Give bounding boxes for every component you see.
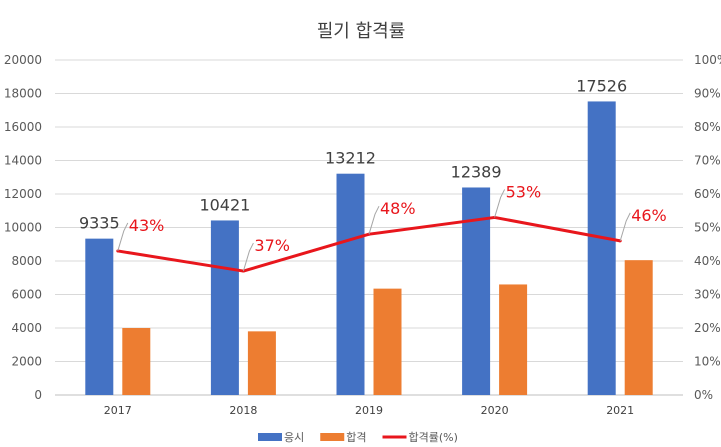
- right-tick-label: 90%: [694, 87, 721, 101]
- rate-value-label: 43%: [129, 216, 165, 235]
- leader-line: [117, 222, 129, 252]
- bar-응시: [336, 173, 365, 395]
- legend-item: 합격률(%): [382, 431, 458, 444]
- right-tick-label: 100%: [694, 53, 721, 67]
- x-tick-label: 2020: [481, 404, 509, 417]
- bar-value-label: 12389: [451, 162, 502, 181]
- left-tick-label: 8000: [11, 254, 42, 268]
- right-tick-label: 0%: [694, 388, 713, 402]
- left-tick-label: 12000: [4, 187, 42, 201]
- right-tick-label: 10%: [694, 355, 721, 369]
- right-axis: 0% 10% 20% 30% 40% 50% 60% 70% 80% 90% 100%: [694, 53, 721, 402]
- right-tick-label: 70%: [694, 154, 721, 168]
- bar-합격: [122, 328, 151, 395]
- bar-합격: [373, 288, 402, 395]
- left-tick-label: 20000: [4, 53, 42, 67]
- legend-label: 합격: [346, 431, 366, 444]
- right-tick-label: 80%: [694, 120, 721, 134]
- rate-value-label: 48%: [380, 199, 416, 218]
- left-tick-label: 6000: [11, 288, 42, 302]
- chart-title: 필기 합격률: [317, 21, 406, 42]
- x-tick-label: 2021: [606, 404, 634, 417]
- rate-value-label: 53%: [506, 182, 542, 201]
- rate-value-label: 46%: [631, 206, 667, 225]
- legend-item: 응시: [258, 431, 304, 444]
- bar-value-label: 10421: [199, 195, 250, 214]
- data-labels: 9335 10421 13212 12389 17526 43% 37% 48% 53% 46%: [79, 76, 667, 272]
- legend-label: 응시: [284, 431, 304, 444]
- x-tick-label: 2019: [355, 404, 383, 417]
- left-tick-label: 18000: [4, 87, 42, 101]
- left-tick-label: 4000: [11, 321, 42, 335]
- leader-line: [368, 205, 380, 235]
- bar-응시: [587, 101, 616, 395]
- bar-응시: [85, 238, 114, 395]
- bar-합격: [499, 284, 528, 395]
- left-tick-label: 0: [34, 388, 42, 402]
- legend-label: 합격률(%): [409, 431, 458, 444]
- bar-value-label: 17526: [576, 76, 627, 95]
- legend-marker-swatch: [258, 433, 282, 441]
- leader-line: [494, 189, 506, 218]
- bar-value-label: 13212: [325, 149, 376, 168]
- left-axis: 0 2000 4000 6000 8000 10000 12000 14000 16000 180…: [4, 53, 42, 402]
- x-tick-label: 2017: [104, 404, 132, 417]
- right-tick-label: 40%: [694, 254, 721, 268]
- left-tick-label: 10000: [4, 221, 42, 235]
- leader-line: [619, 212, 631, 242]
- right-tick-label: 60%: [694, 187, 721, 201]
- right-tick-label: 30%: [694, 288, 721, 302]
- x-tick-label: 2018: [229, 404, 257, 417]
- bars: [85, 101, 653, 395]
- leader-line: [242, 242, 254, 272]
- legend-item: 합격: [320, 431, 367, 444]
- bar-응시: [210, 220, 239, 395]
- right-tick-label: 20%: [694, 321, 721, 335]
- bar-합격: [624, 260, 653, 395]
- left-tick-label: 16000: [4, 120, 42, 134]
- bar-합격: [247, 331, 276, 395]
- gridlines: [55, 59, 683, 396]
- left-tick-label: 2000: [11, 355, 42, 369]
- legend-marker-swatch: [320, 433, 345, 441]
- bar-value-label: 9335: [79, 214, 120, 233]
- legend: 응시 합격 합격률(%): [258, 431, 458, 444]
- x-axis: 2017 2018 2019 2020 2021: [104, 404, 634, 417]
- rate-value-label: 37%: [254, 236, 290, 255]
- right-tick-label: 50%: [694, 221, 721, 235]
- left-tick-label: 14000: [4, 154, 42, 168]
